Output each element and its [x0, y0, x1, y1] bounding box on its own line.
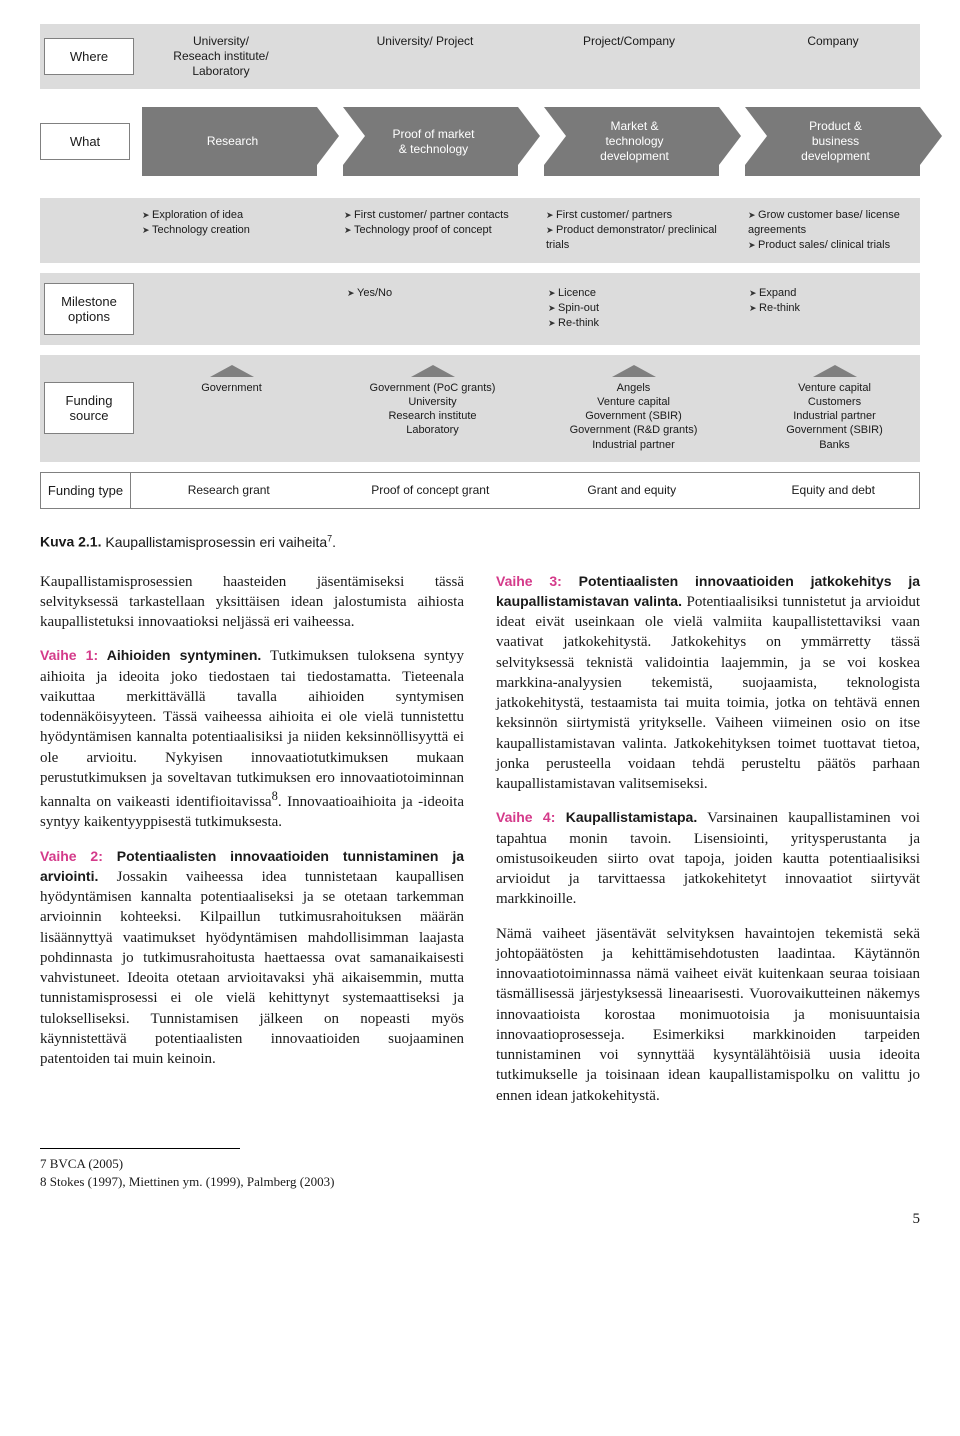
funding-source-label: Funding source — [44, 382, 134, 434]
diagram-row-where: Where University/ Reseach institute/ Lab… — [40, 24, 920, 89]
vaihe4-paragraph: Vaihe 4: Kaupallistamistapa. Varsinainen… — [496, 808, 920, 909]
funding-type-cell-3: Equity and debt — [748, 483, 920, 498]
what-arrow-2: Market & technology development — [544, 107, 719, 176]
funding-type-cell-1: Proof of concept grant — [345, 483, 517, 498]
activities-cells-cell-1: First customer/ partner contactsTechnolo… — [344, 208, 516, 253]
vaihe2-paragraph: Vaihe 2: Potentiaalisten innovaatioiden … — [40, 847, 464, 1070]
activities-cells-cell-0: Exploration of ideaTechnology creation — [142, 208, 314, 253]
where-cell-2: Project/Company — [542, 34, 716, 79]
triangle-icon — [210, 365, 254, 377]
triangle-icon — [813, 365, 857, 377]
where-cell-3: Company — [746, 34, 920, 79]
milestone-label: Milestone options — [44, 283, 134, 335]
funding-source-cell-1: Government (PoC grants) University Resea… — [347, 365, 518, 452]
milestone-cells-cell-3: ExpandRe-think — [749, 286, 920, 331]
milestone-cells-cell-0 — [146, 286, 317, 331]
diagram-row-what: What Research Proof of market & technolo… — [40, 107, 920, 176]
vaihe3-paragraph: Vaihe 3: Potentiaalisten innovaatioiden … — [496, 572, 920, 795]
milestone-cells-cell-1: Yes/No — [347, 286, 518, 331]
where-cell-0: University/ Reseach institute/ Laborator… — [134, 34, 308, 79]
funding-source-cell-2: Angels Venture capital Government (SBIR)… — [548, 365, 719, 452]
vaihe1-paragraph: Vaihe 1: Aihioiden syntyminen. Tutkimuks… — [40, 646, 464, 832]
right-column: Vaihe 3: Potentiaalisten innovaatioiden … — [496, 572, 920, 1120]
diagram-row-activities: Exploration of ideaTechnology creation Fi… — [40, 198, 920, 263]
left-column: Kaupallistamisprosessien haasteiden jäse… — [40, 572, 464, 1120]
where-label: Where — [44, 38, 134, 75]
funding-type-label: Funding type — [41, 473, 131, 508]
diagram-row-milestone: Milestone options Yes/No LicenceSpin-outR… — [40, 273, 920, 345]
what-arrow-0: Research — [142, 107, 317, 176]
footnote-rule — [40, 1148, 240, 1149]
page-number: 5 — [40, 1211, 920, 1228]
what-label: What — [40, 123, 130, 160]
body-columns: Kaupallistamisprosessien haasteiden jäse… — [40, 572, 920, 1120]
where-cell-1: University/ Project — [338, 34, 512, 79]
diagram-row-funding-source: Funding source Government Government (PoC… — [40, 355, 920, 462]
activities-cells-cell-3: Grow customer base/ license agreementsPr… — [748, 208, 920, 253]
footnotes-text: 7 BVCA (2005) 8 Stokes (1997), Miettinen… — [40, 1155, 920, 1191]
activities-cells-cell-2: First customer/ partnersProduct demonstr… — [546, 208, 718, 253]
milestone-cells-cell-2: LicenceSpin-outRe-think — [548, 286, 719, 331]
diagram-row-funding-type: Funding type Research grant Proof of conc… — [40, 472, 920, 509]
triangle-icon — [612, 365, 656, 377]
funding-type-cell-2: Grant and equity — [546, 483, 718, 498]
triangle-icon — [411, 365, 455, 377]
intro-paragraph: Kaupallistamisprosessien haasteiden jäse… — [40, 572, 464, 633]
funding-type-cell-0: Research grant — [143, 483, 315, 498]
closing-paragraph: Nämä vaiheet jäsentävät selvityksen hava… — [496, 924, 920, 1106]
funding-source-cell-0: Government — [146, 365, 317, 452]
funding-source-cell-3: Venture capital Customers Industrial par… — [749, 365, 920, 452]
what-arrow-3: Product & business development — [745, 107, 920, 176]
figure-caption: Kuva 2.1. Kaupallistamisprosessin eri va… — [40, 533, 920, 550]
what-arrow-1: Proof of market & technology — [343, 107, 518, 176]
